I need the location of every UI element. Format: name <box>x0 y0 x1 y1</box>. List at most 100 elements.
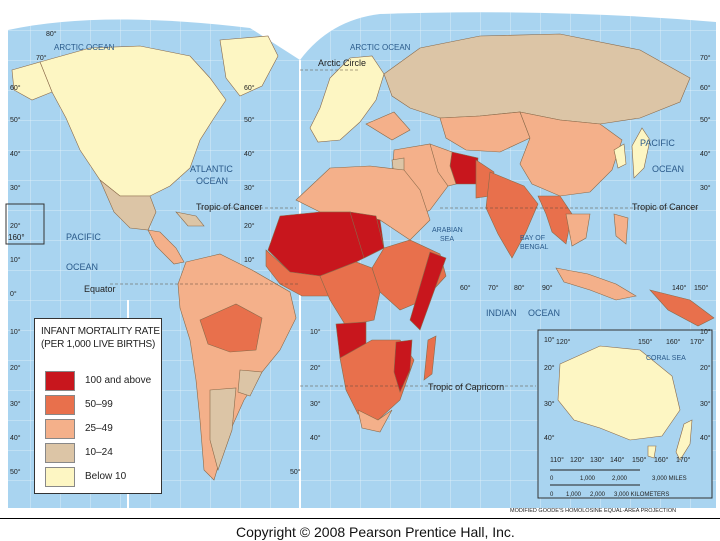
lat-right-2: 50° <box>700 116 711 124</box>
tropic-cancer-right-label: Tropic of Cancer <box>632 202 698 212</box>
legend-swatch-100-plus <box>45 371 75 391</box>
lat-right-1: 60° <box>700 84 711 92</box>
lat-left-0: 80° <box>46 30 57 38</box>
lat-mid-8: 30° <box>310 400 321 408</box>
inset-lat-0: 10° <box>544 336 555 344</box>
tropic-capricorn-label: Tropic of Capricorn <box>428 382 504 392</box>
reference-lines <box>110 69 700 387</box>
footer <box>0 518 720 541</box>
lat-left-12: 40° <box>10 434 21 442</box>
legend-swatch-10-24 <box>45 443 75 463</box>
central-africa <box>319 261 381 327</box>
tropic-cancer-left-label: Tropic of Cancer <box>196 202 262 212</box>
inset-lon-top-1: 150° <box>638 338 653 346</box>
inset-lon-bottom-2: 130° <box>590 456 605 464</box>
greenland <box>219 35 279 97</box>
lat-mid-1: 50° <box>244 116 255 124</box>
scale-km-3: 3,000 KILOMETERS <box>614 492 669 498</box>
inset-lon-bottom-1: 120° <box>570 456 585 464</box>
lat-mid-7: 20° <box>310 364 321 372</box>
lat-left-1: 70° <box>36 54 47 62</box>
hawaii-inset <box>5 203 45 245</box>
bay-of-bengal-label-2: BENGAL <box>520 244 549 251</box>
lat-mid-5: 10° <box>244 256 255 264</box>
scale-miles-1: 1,000 <box>580 476 596 482</box>
arctic-ocean-right-label: ARCTIC OCEAN <box>350 43 411 52</box>
legend: INFANT MORTALITY RATE (PER 1,000 LIVE BI… <box>34 318 162 494</box>
lat-mid-6: 10° <box>310 328 321 336</box>
lat-mid-3: 30° <box>244 184 255 192</box>
projection-label: MODIFIED GOODE'S HOMOLOSINE EQUAL-AREA P… <box>510 508 676 514</box>
scale-km-2: 2,000 <box>590 492 606 498</box>
lon-label-1: 70° <box>488 284 499 292</box>
scale-km-1: 1,000 <box>566 492 582 498</box>
inset-lon-bottom-5: 160° <box>654 456 669 464</box>
legend-label-50-99: 50–99 <box>85 399 113 410</box>
indian-ocean-label-1: INDIAN <box>486 308 517 318</box>
lat-left-2: 60° <box>10 84 21 92</box>
europe <box>309 55 385 143</box>
inset-lat-2: 30° <box>544 400 555 408</box>
pacific-ocean-right-label-2: OCEAN <box>652 164 684 174</box>
legend-label-25-49: 25–49 <box>85 423 113 434</box>
arabian-sea-label-2: SEA <box>440 236 454 243</box>
lat-left-11: 30° <box>10 400 21 408</box>
scale-miles-0: 0 <box>550 476 554 482</box>
inset-lon-top-3: 170° <box>690 338 705 346</box>
lat-mid-0: 60° <box>244 84 255 92</box>
australia-inset <box>537 329 713 499</box>
lat-mid-9: 40° <box>310 434 321 442</box>
inset-lat-right-1: 20° <box>700 364 711 372</box>
lat-left-4: 40° <box>10 150 21 158</box>
lon-label-4: 140° <box>672 284 687 292</box>
mexico <box>99 179 157 231</box>
indian-ocean-label-2: OCEAN <box>528 308 560 318</box>
lon-label-0: 60° <box>460 284 471 292</box>
lat-left-6: 20° <box>10 222 21 230</box>
lon-label-5: 150° <box>694 284 709 292</box>
legend-title-line2: (PER 1,000 LIVE BIRTHS) <box>41 339 156 350</box>
lat-left-10: 20° <box>10 364 21 372</box>
legend-swatch-25-49 <box>45 419 75 439</box>
alaska <box>11 61 53 101</box>
arctic-circle-label: Arctic Circle <box>318 58 366 68</box>
lat-left-3: 50° <box>10 116 21 124</box>
inset-lat-right-2: 30° <box>700 400 711 408</box>
arabian-sea-label-1: ARABIAN <box>432 227 463 234</box>
pacific-ocean-left-label-1: PACIFIC <box>66 232 101 242</box>
china <box>519 111 623 197</box>
coral-sea-label: CORAL SEA <box>646 355 686 362</box>
india <box>485 171 539 259</box>
legend-row-25-49: 25–49 <box>45 419 157 439</box>
atlantic-ocean-label-2: OCEAN <box>196 176 228 186</box>
equator-label: Equator <box>84 284 116 294</box>
lat-right-3: 40° <box>700 150 711 158</box>
scale-km-0: 0 <box>550 492 554 498</box>
lat-left-5: 30° <box>10 184 21 192</box>
inset-lon-bottom-6: 170° <box>676 456 691 464</box>
lon-label-3: 90° <box>542 284 553 292</box>
atlantic-ocean-label-1: ATLANTIC <box>190 164 233 174</box>
inset-lon-bottom-3: 140° <box>610 456 625 464</box>
bay-of-bengal-label-1: BAY OF <box>520 235 545 242</box>
legend-row-100-plus: 100 and above <box>45 371 157 391</box>
madagascar <box>423 335 437 381</box>
scale-miles-3: 3,000 MILES <box>652 476 687 482</box>
copyright-notice: Copyright © 2008 Pearson Prentice Hall, … <box>236 524 515 540</box>
lat-left-7: 10° <box>10 256 21 264</box>
inset-lon-bottom-4: 150° <box>632 456 647 464</box>
inset-lat-1: 20° <box>544 364 555 372</box>
lat-right-4: 30° <box>700 184 711 192</box>
lon-label-2: 80° <box>514 284 525 292</box>
arctic-ocean-left-label: ARCTIC OCEAN <box>54 43 115 52</box>
lat-left-8: 0° <box>10 290 17 298</box>
scale-miles-2: 2,000 <box>612 476 628 482</box>
lat-mid-4: 20° <box>244 222 255 230</box>
land <box>11 33 715 481</box>
central-america <box>147 229 185 265</box>
lat-left-13: 50° <box>10 468 21 476</box>
inset-lon-bottom-0: 110° <box>550 456 564 464</box>
pacific-ocean-left-label-2: OCEAN <box>66 262 98 272</box>
lat-mid-2: 40° <box>244 150 255 158</box>
lat-left-9: 10° <box>10 328 21 336</box>
